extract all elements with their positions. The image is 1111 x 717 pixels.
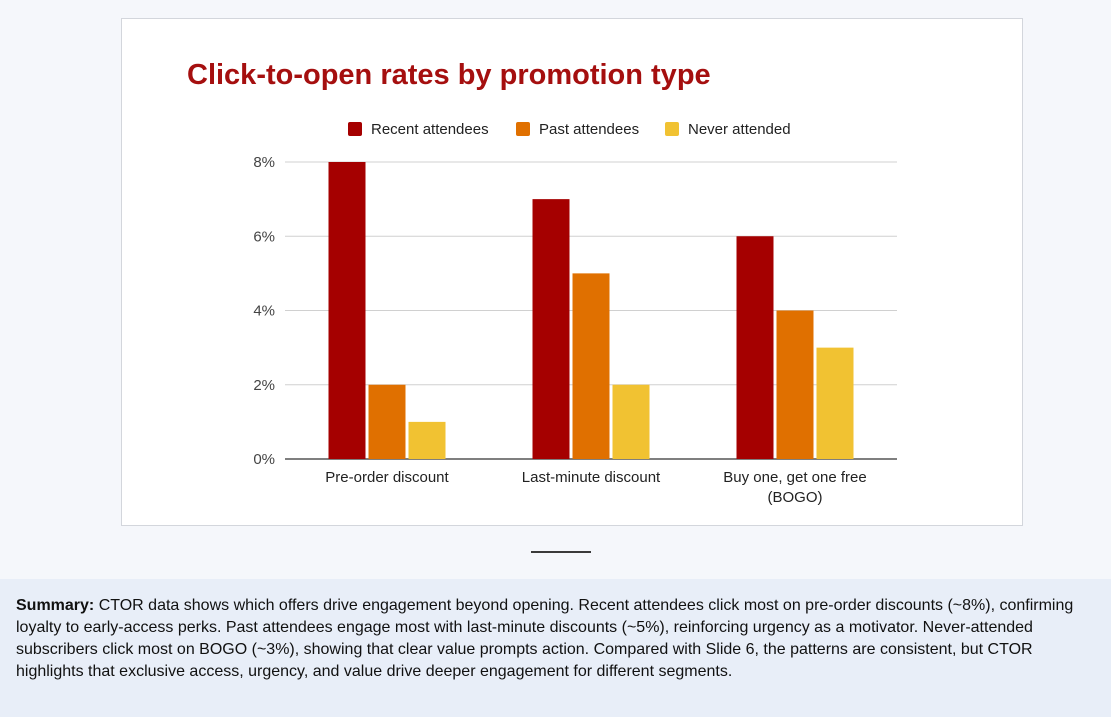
summary-panel: Summary: CTOR data shows which offers dr… — [0, 579, 1111, 717]
bar — [408, 421, 446, 459]
legend-swatch — [665, 122, 679, 136]
legend-label: Past attendees — [539, 121, 639, 138]
slide-divider — [531, 551, 591, 553]
y-tick-label: 0% — [253, 451, 275, 468]
legend-swatch — [516, 122, 530, 136]
y-tick-label: 8% — [253, 154, 275, 171]
x-category-label: Buy one, get one free — [723, 469, 866, 486]
chart-title: Click-to-open rates by promotion type — [187, 59, 711, 91]
chart-card: Click-to-open rates by promotion type 0%… — [121, 18, 1023, 526]
bar — [368, 384, 406, 459]
summary-text: CTOR data shows which offers drive engag… — [16, 597, 1074, 680]
bar — [736, 236, 774, 459]
summary-label: Summary: — [16, 597, 95, 614]
legend-swatch — [348, 122, 362, 136]
y-tick-label: 2% — [253, 377, 275, 394]
y-tick-label: 4% — [253, 303, 275, 320]
legend-label: Recent attendees — [371, 121, 489, 138]
bar — [816, 347, 854, 459]
x-category-label: Last-minute discount — [522, 469, 661, 486]
bar — [572, 273, 610, 459]
bar — [612, 384, 650, 459]
x-category-label: (BOGO) — [768, 489, 823, 506]
x-category-label: Pre-order discount — [325, 469, 449, 486]
bar — [328, 162, 366, 459]
y-tick-label: 6% — [253, 228, 275, 245]
legend-label: Never attended — [688, 121, 791, 138]
bar — [532, 199, 570, 459]
bar-chart: 0% 2% 4% 6% 8% Pre-order discount Last-minute … — [253, 121, 897, 506]
bar — [776, 310, 814, 459]
